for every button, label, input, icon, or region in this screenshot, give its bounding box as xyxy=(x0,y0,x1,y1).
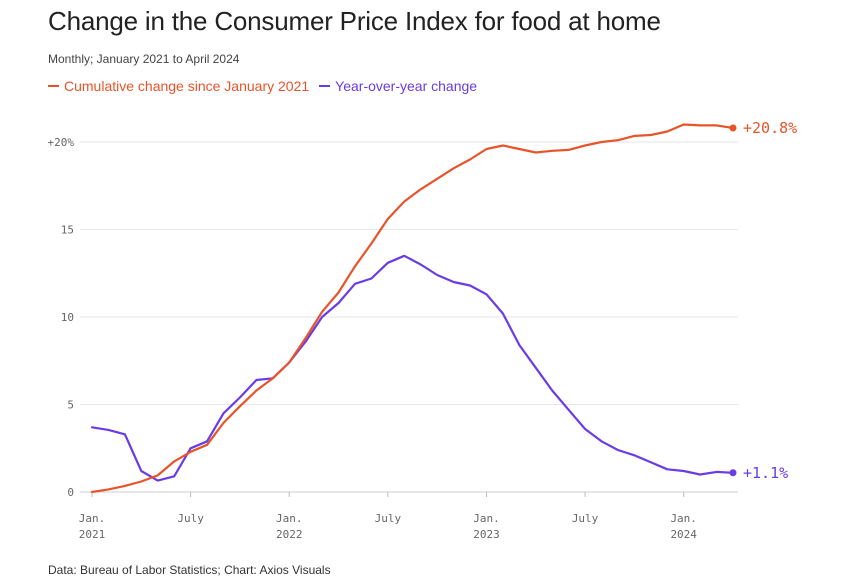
series-line-cumulative xyxy=(90,123,735,494)
legend-label-yoy: Year-over-year change xyxy=(335,78,478,94)
end-point-yoy xyxy=(729,469,737,477)
x-tick-label: Jan. xyxy=(670,512,697,525)
series-line-yoy xyxy=(90,254,735,482)
x-tick-year-label: 2024 xyxy=(670,528,697,541)
y-tick-label: +20% xyxy=(48,136,75,149)
legend-item-yoy[interactable]: Year-over-year change xyxy=(319,78,477,94)
y-tick-label: 0 xyxy=(67,486,74,499)
x-tick-label: July xyxy=(572,512,599,525)
source-note: Data: Bureau of Labor Statistics; Chart:… xyxy=(48,563,331,577)
legend-swatch-yoy xyxy=(319,85,331,87)
x-tick-label: July xyxy=(177,512,204,525)
legend-item-cumulative[interactable]: Cumulative change since January 2021 xyxy=(48,78,309,94)
x-tick-label: Jan. xyxy=(473,512,500,525)
end-label-cumulative: +20.8% xyxy=(743,119,797,137)
x-tick-year-label: 2023 xyxy=(473,528,500,541)
end-label-yoy: +1.1% xyxy=(743,464,788,482)
x-tick-label: Jan. xyxy=(79,512,106,525)
legend-label-cumulative: Cumulative change since January 2021 xyxy=(64,78,310,94)
x-tick-year-label: 2022 xyxy=(276,528,303,541)
y-tick-label: 15 xyxy=(61,224,74,237)
legend-swatch-cumulative xyxy=(48,85,59,87)
x-tick-label: July xyxy=(375,512,402,525)
x-tick-year-label: 2021 xyxy=(79,528,106,541)
end-point-cumulative xyxy=(729,124,737,132)
chart-subtitle: Monthly; January 2021 to April 2024 xyxy=(48,52,240,66)
page-title: Change in the Consumer Price Index for f… xyxy=(48,6,661,36)
y-tick-label: 5 xyxy=(67,399,74,412)
y-tick-label: 10 xyxy=(61,311,74,324)
chart-legend: Cumulative change since January 2021 Yea… xyxy=(48,78,477,94)
x-tick-label: Jan. xyxy=(276,512,303,525)
